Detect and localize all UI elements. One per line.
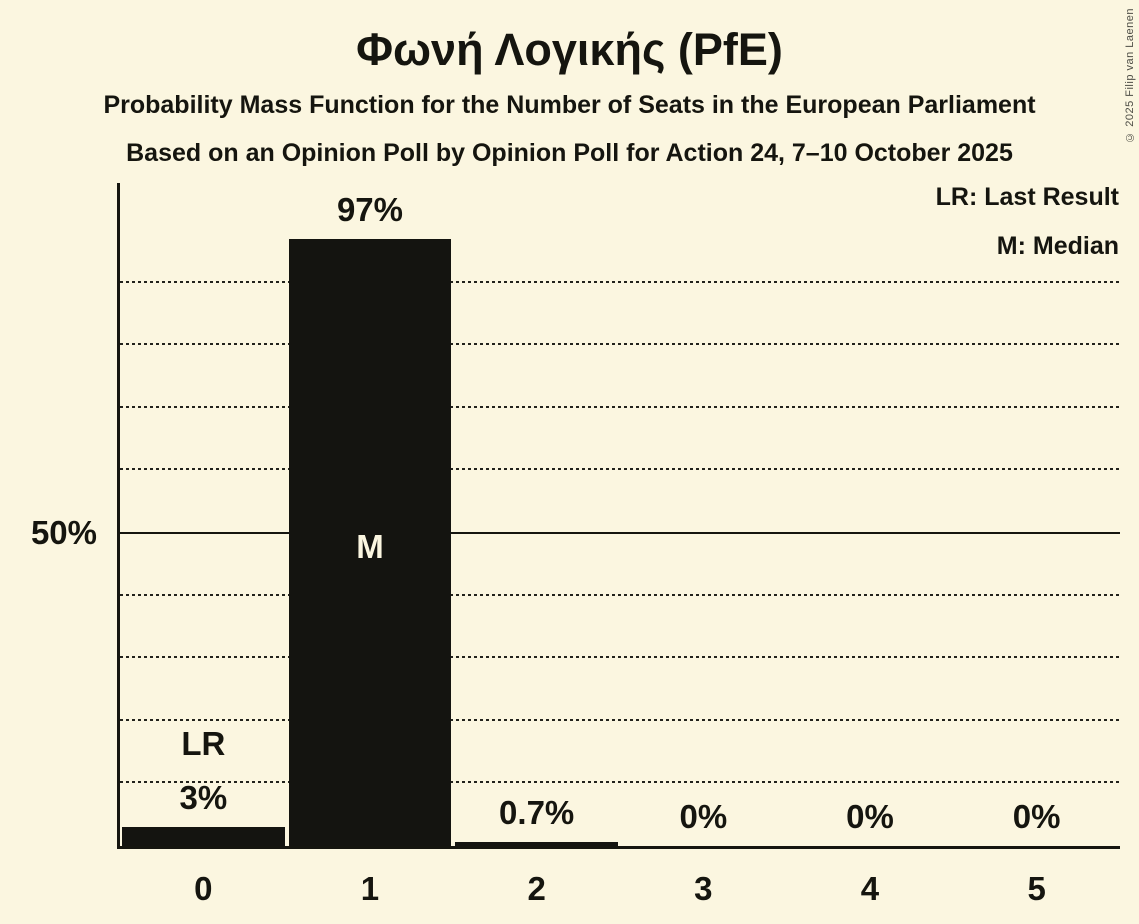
x-tick-label-4: 4 [860, 870, 880, 907]
gridline-40pct [120, 593, 1120, 596]
x-tick-label-0: 0 [194, 870, 213, 907]
gridline-60pct [120, 468, 1120, 471]
last-result-label: LR [181, 725, 226, 763]
majority-line-50pct [120, 532, 1120, 534]
copyright-notice: © 2025 Filip van Laenen [1124, 8, 1136, 143]
legend-median: M: Median [996, 232, 1119, 260]
chart-title: Φωνή Λογικής (PfE) [356, 24, 783, 75]
bar-seats-2 [455, 841, 618, 846]
bar-seats-1 [288, 238, 452, 846]
y-axis-tick-label: 50% [30, 514, 97, 551]
gridline-80pct [120, 343, 1120, 346]
chart-source-line: Based on an Opinion Poll by Opinion Poll… [126, 139, 1013, 167]
x-tick-label-2: 2 [527, 870, 546, 907]
gridline-20pct [120, 718, 1120, 721]
plot-area: 3% 0 97% 1 0.7% 2 0% 3 0% 4 0% 5 LR M [117, 183, 1120, 906]
bar-value-label: 0.7% [499, 793, 575, 831]
x-tick-label-5: 5 [1027, 870, 1046, 907]
bar-value-label: 3% [179, 779, 228, 817]
bar-seats-0 [122, 827, 285, 846]
median-marker: M [356, 528, 384, 565]
bar-value-label: 0% [679, 798, 728, 835]
bar-value-label: 0% [1012, 798, 1061, 835]
x-tick-label-1: 1 [360, 870, 380, 907]
legend: LR: Last Result M: Median [936, 181, 1119, 279]
legend-last-result: LR: Last Result [935, 183, 1119, 211]
gridline-70pct [120, 405, 1120, 408]
gridline-90pct [120, 280, 1120, 283]
bar-value-label: 0% [846, 798, 894, 835]
bar-value-label: 97% [336, 190, 404, 228]
chart-subtitle: Probability Mass Function for the Number… [103, 91, 1036, 119]
x-tick-label-3: 3 [694, 870, 713, 907]
gridline-10pct [120, 781, 1120, 784]
gridline-30pct [120, 656, 1120, 659]
